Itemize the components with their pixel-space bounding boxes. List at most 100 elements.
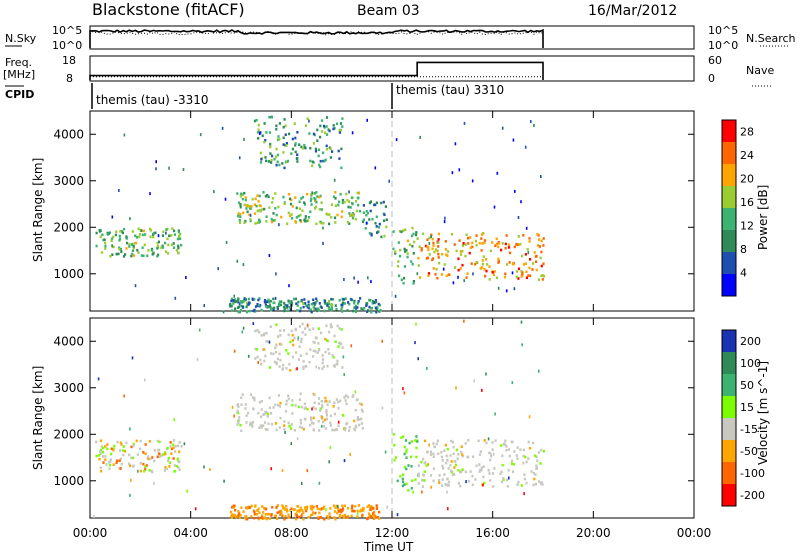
echo-cell [284, 515, 287, 518]
echo-cell [340, 328, 343, 331]
echo-cell [491, 271, 494, 274]
echo-cell [172, 443, 175, 447]
echo-cell [412, 282, 415, 285]
echo-cell [284, 133, 287, 136]
echo-cell [503, 442, 506, 446]
echo-cell [376, 231, 379, 234]
echo-cell [239, 195, 242, 198]
echo-cell [174, 445, 177, 448]
echo-cell [356, 418, 359, 422]
echo-cell [157, 240, 161, 244]
echo-cell [100, 448, 103, 452]
echo-cell [305, 304, 308, 307]
echo-cell [495, 237, 498, 241]
echo-cell [113, 444, 116, 448]
echo-cell [310, 203, 313, 206]
echo-cell [375, 308, 379, 312]
echo-cell [515, 454, 518, 457]
echo-cell [318, 163, 321, 167]
echo-cell [527, 251, 530, 255]
echo-cell [360, 408, 363, 412]
echo-cell [296, 505, 299, 508]
echo-cell [336, 504, 339, 508]
echo-cell [321, 416, 324, 419]
echo-cell [370, 233, 373, 237]
echo-cell [268, 396, 271, 400]
echo-cell [168, 465, 171, 468]
echo-cell [381, 339, 383, 343]
echo-cell [511, 462, 513, 466]
echo-cell [265, 215, 268, 218]
echo-cell [461, 454, 464, 458]
echo-cell [271, 506, 274, 509]
echo-cell [298, 345, 301, 348]
echo-cell [233, 294, 235, 298]
echo-cell [103, 238, 106, 241]
echo-cell [441, 484, 444, 487]
echo-cell [374, 203, 377, 207]
echo-cell [325, 508, 327, 512]
echo-cell [110, 452, 113, 456]
echo-cell [535, 464, 538, 467]
echo-cell [356, 512, 359, 516]
echo-cell [120, 230, 123, 233]
echo-cell [430, 235, 432, 238]
echo-cell [147, 249, 150, 252]
echo-cell [495, 242, 498, 246]
echo-cell [100, 469, 103, 473]
echo-cell [290, 329, 293, 333]
echo-cell [469, 246, 472, 250]
echo-cell [136, 453, 139, 456]
echo-cell [432, 455, 435, 458]
echo-cell [298, 200, 301, 204]
echo-cell [156, 254, 159, 258]
echo-cell [376, 306, 379, 309]
echo-cell [304, 302, 307, 305]
echo-cell [317, 327, 320, 330]
echo-cell [263, 122, 266, 125]
echo-cell [327, 330, 331, 334]
echo-cell [99, 466, 102, 469]
echo-cell [456, 457, 459, 461]
echo-cell [360, 417, 363, 421]
echo-cell [323, 517, 326, 521]
echo-cell [329, 424, 333, 427]
echo-cell [314, 301, 317, 304]
echo-cell [99, 452, 102, 455]
echo-cell [304, 216, 307, 220]
echo-cell [132, 246, 135, 250]
colorbar-tick-label: 12 [740, 220, 754, 233]
echo-cell [119, 449, 122, 452]
echo-cell [377, 226, 381, 229]
echo-cell [269, 299, 272, 303]
echo-cell [142, 462, 145, 466]
echo-cell [255, 204, 258, 208]
echo-cell [360, 508, 363, 511]
echo-cell [279, 329, 282, 332]
echo-cell [534, 473, 537, 476]
echo-cell [307, 304, 310, 308]
echo-cell [360, 422, 363, 425]
echo-cell [525, 226, 528, 230]
echo-cell [467, 439, 470, 442]
echo-cell [447, 480, 450, 484]
echo-cell [533, 251, 536, 254]
echo-cell [158, 452, 161, 456]
echo-cell [507, 468, 510, 472]
echo-cell [539, 481, 542, 485]
echo-cell [237, 418, 241, 422]
echo-cell [313, 192, 316, 195]
echo-cell [355, 425, 358, 429]
echo-cell [368, 232, 371, 235]
echo-cell [437, 238, 440, 241]
echo-cell [289, 369, 292, 372]
echo-cell [415, 322, 417, 326]
echo-cell [141, 233, 144, 237]
echo-cell [329, 156, 332, 159]
echo-cell [540, 239, 543, 243]
echo-cell [525, 276, 528, 280]
echo-cell [541, 483, 544, 486]
echo-cell [282, 136, 285, 140]
echo-cell [328, 307, 331, 311]
echo-cell [488, 472, 491, 475]
